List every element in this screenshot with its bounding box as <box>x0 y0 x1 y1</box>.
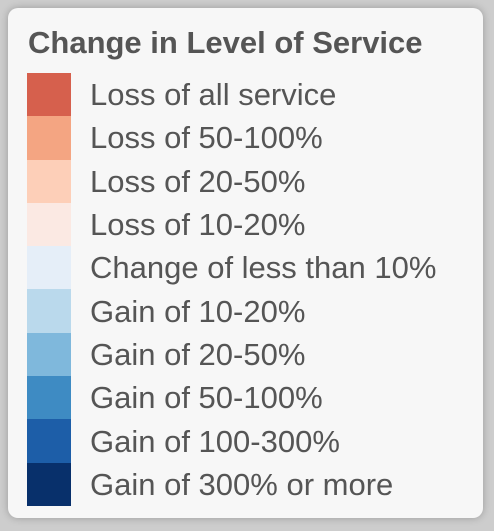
legend-label: Gain of 100-300% <box>90 420 340 463</box>
legend-swatch <box>27 419 71 462</box>
legend-label: Gain of 20-50% <box>90 333 305 376</box>
legend-panel: Change in Level of Service Loss of all s… <box>8 8 483 518</box>
legend-swatch <box>27 333 71 376</box>
legend-label: Gain of 300% or more <box>90 463 393 506</box>
legend-swatch <box>27 116 71 159</box>
legend-swatch <box>27 246 71 289</box>
legend-item-gain-100-300: Gain of 100-300% <box>27 419 436 462</box>
legend-label: Change of less than 10% <box>90 246 436 289</box>
legend-item-gain-20-50: Gain of 20-50% <box>27 333 436 376</box>
legend-item-loss-50-100: Loss of 50-100% <box>27 116 436 159</box>
legend-label: Loss of all service <box>90 73 336 116</box>
legend-swatch <box>27 203 71 246</box>
legend-item-loss-all: Loss of all service <box>27 73 436 116</box>
legend-list: Loss of all service Loss of 50-100% Loss… <box>27 73 436 506</box>
legend-label: Gain of 10-20% <box>90 290 305 333</box>
legend-label: Loss of 20-50% <box>90 160 305 203</box>
legend-item-gain-10-20: Gain of 10-20% <box>27 289 436 332</box>
legend-item-loss-20-50: Loss of 20-50% <box>27 160 436 203</box>
legend-label: Loss of 10-20% <box>90 203 305 246</box>
legend-item-change-less-10: Change of less than 10% <box>27 246 436 289</box>
legend-item-gain-50-100: Gain of 50-100% <box>27 376 436 419</box>
legend-label: Loss of 50-100% <box>90 116 323 159</box>
legend-item-gain-300-plus: Gain of 300% or more <box>27 463 436 506</box>
legend-swatch <box>27 160 71 203</box>
legend-label: Gain of 50-100% <box>90 376 323 419</box>
legend-title: Change in Level of Service <box>28 22 423 64</box>
legend-swatch <box>27 73 71 116</box>
legend-item-loss-10-20: Loss of 10-20% <box>27 203 436 246</box>
legend-swatch <box>27 376 71 419</box>
legend-swatch <box>27 289 71 332</box>
legend-swatch <box>27 463 71 506</box>
